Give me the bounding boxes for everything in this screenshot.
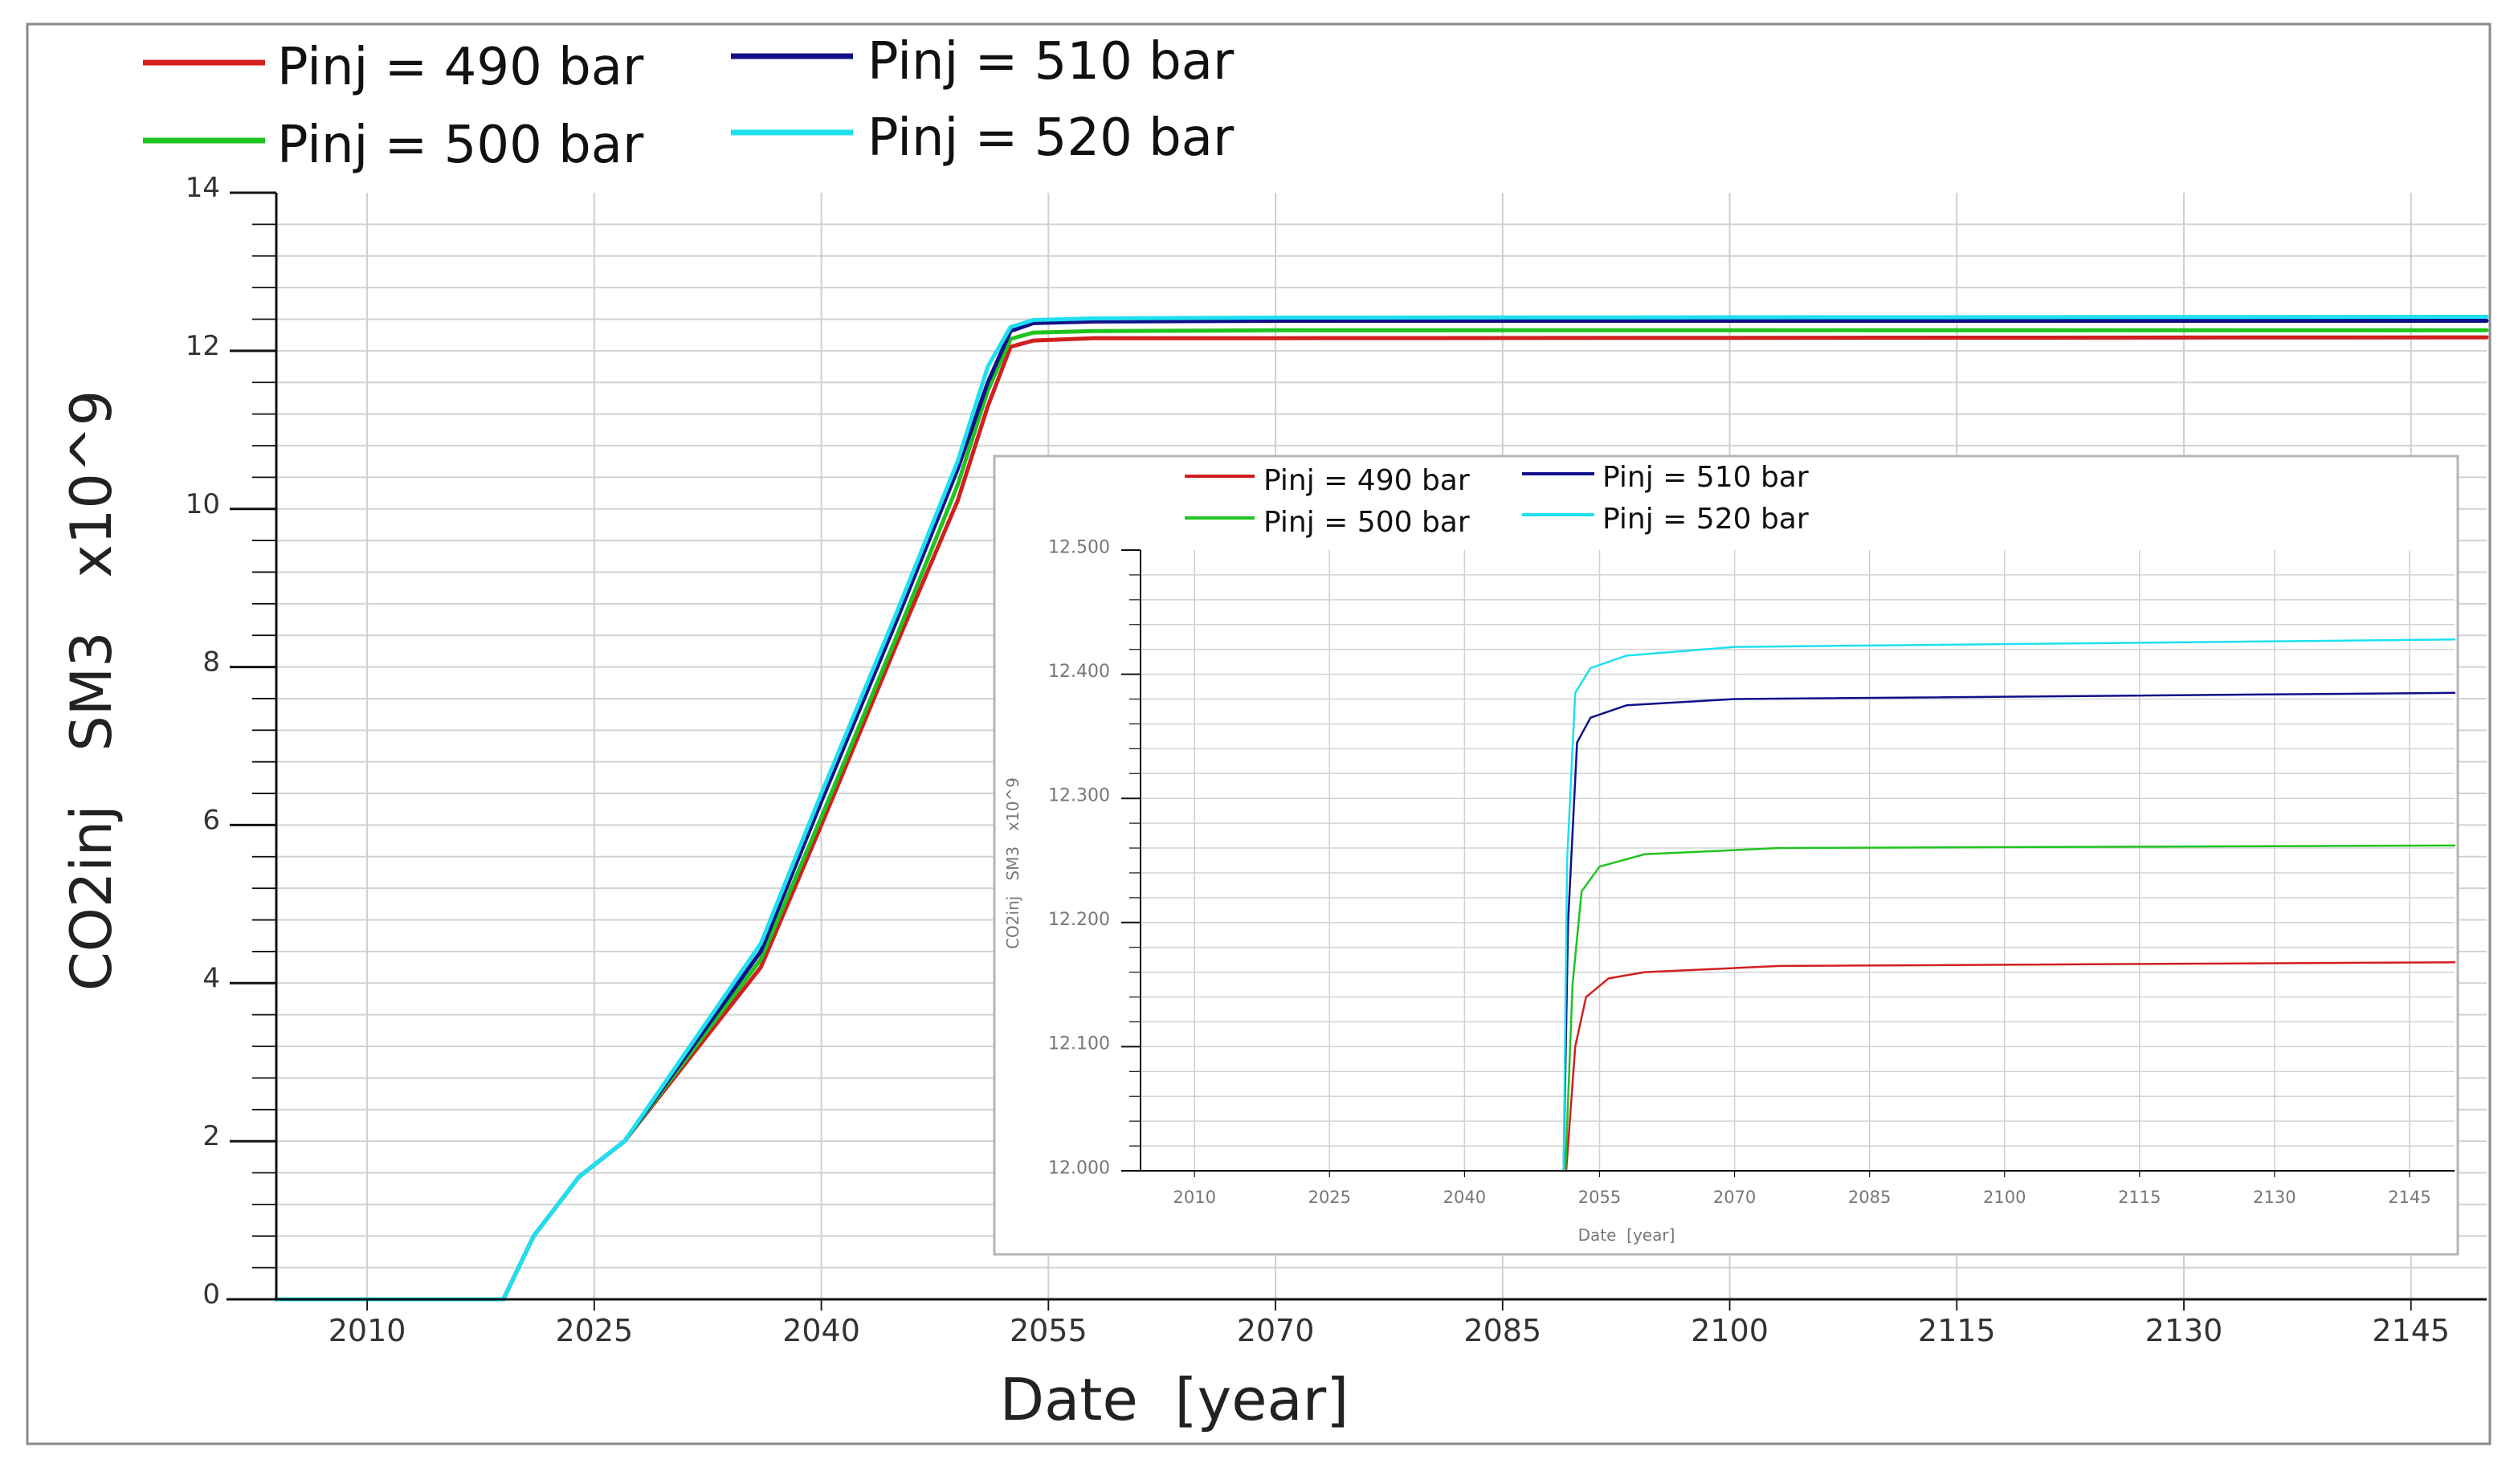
inset-grid — [1141, 550, 2455, 1171]
legend-label-490: Pinj = 490 bar — [277, 38, 644, 97]
legend-label-510: Pinj = 510 bar — [867, 32, 1235, 92]
inset-series-line-2 — [1562, 691, 2456, 1172]
inset-series-group — [1562, 638, 2456, 1172]
main-x-tick-label: 2085 — [1463, 1313, 1541, 1348]
inset-x-tick-label: 2130 — [2253, 1188, 2296, 1207]
inset-axes: 12.000 12.100 12.200 12.300 12.400 12.500 2010… — [1048, 537, 2455, 1207]
inset-x-tick-label: 2055 — [1578, 1188, 1621, 1207]
inset-legend-label-490: Pinj = 490 bar — [1263, 464, 1470, 497]
inset-x-tick-label: 2145 — [2388, 1188, 2430, 1207]
main-y-tick-label: 2 — [202, 1120, 220, 1152]
inset-y-tick-label: 12.100 — [1048, 1034, 1110, 1054]
legend-label-520: Pinj = 520 bar — [867, 108, 1235, 168]
inset-y-tick-label: 12.500 — [1048, 537, 1110, 557]
main-x-tick-label: 2115 — [1918, 1313, 1996, 1348]
inset-legend: Pinj = 490 bar Pinj = 500 bar Pinj = 510… — [1185, 461, 1809, 539]
inset-y-tick-label: 12.200 — [1048, 910, 1110, 930]
main-x-tick-label: 2130 — [2145, 1313, 2223, 1348]
main-axes: 0 2 4 6 8 10 12 14 2010 2025 2040 2055 2070 2085 2100 2… — [186, 172, 2487, 1348]
main-legend: Pinj = 490 bar Pinj = 500 bar Pinj = 510… — [143, 32, 1235, 175]
main-x-tick-label: 2100 — [1691, 1313, 1769, 1348]
main-x-axis-label: Date [year] — [1000, 1366, 1349, 1433]
inset-frame — [993, 455, 2459, 1256]
inset-legend-label-500: Pinj = 500 bar — [1263, 506, 1470, 539]
inset-series-line-1 — [1564, 844, 2456, 1172]
main-x-tick-label: 2145 — [2372, 1313, 2450, 1348]
main-series-group — [274, 315, 2489, 1302]
main-x-tick-label: 2010 — [329, 1313, 406, 1348]
inset-x-tick-label: 2115 — [2118, 1188, 2161, 1207]
inset-series-line-0 — [1565, 961, 2456, 1172]
inset-legend-label-510: Pinj = 510 bar — [1602, 461, 1809, 494]
main-y-tick-label: 6 — [202, 805, 220, 837]
legend-label-500: Pinj = 500 bar — [277, 116, 644, 175]
main-x-tick-label: 2025 — [555, 1313, 633, 1348]
main-y-axis-label: CO2inj SM3 x10^9 — [59, 390, 124, 991]
inset-y-tick-label: 12.000 — [1048, 1158, 1110, 1178]
main-x-tick-label: 2070 — [1237, 1313, 1315, 1348]
inset-x-axis-label: Date [year] — [1578, 1225, 1675, 1245]
main-x-tick-label: 2055 — [1010, 1313, 1088, 1348]
main-y-tick-label: 8 — [202, 646, 220, 679]
inset-y-tick-label: 12.400 — [1048, 662, 1110, 682]
inset-x-tick-label: 2070 — [1713, 1188, 1756, 1207]
inset-x-tick-label: 2100 — [1983, 1188, 2026, 1207]
main-x-tick-label: 2040 — [782, 1313, 860, 1348]
main-y-tick-label: 14 — [186, 172, 220, 204]
inset-legend-label-520: Pinj = 520 bar — [1602, 503, 1809, 536]
inset-x-tick-label: 2085 — [1848, 1188, 1891, 1207]
main-y-tick-label: 10 — [186, 488, 220, 520]
inset-x-tick-label: 2040 — [1443, 1188, 1486, 1207]
main-y-tick-label: 0 — [202, 1278, 220, 1311]
inset-panel: Pinj = 490 bar Pinj = 500 bar Pinj = 510… — [993, 455, 2459, 1256]
inset-x-tick-label: 2010 — [1173, 1188, 1216, 1207]
inset-series-line-3 — [1562, 638, 2456, 1172]
inset-y-tick-label: 12.300 — [1048, 786, 1110, 806]
main-series-line-3 — [274, 315, 2489, 1302]
main-y-tick-label: 12 — [186, 330, 220, 362]
inset-x-tick-label: 2025 — [1308, 1188, 1351, 1207]
main-y-tick-label: 4 — [202, 962, 220, 994]
inset-y-axis-label: CO2inj SM3 x10^9 — [1003, 777, 1022, 949]
